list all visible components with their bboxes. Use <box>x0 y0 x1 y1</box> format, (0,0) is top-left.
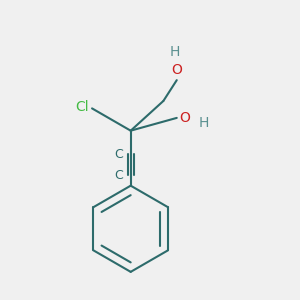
Text: O: O <box>180 111 190 125</box>
Text: C: C <box>115 169 123 182</box>
Text: H: H <box>170 45 181 59</box>
Text: H: H <box>198 116 208 130</box>
Text: O: O <box>171 63 182 77</box>
Text: C: C <box>115 148 123 161</box>
Text: Cl: Cl <box>75 100 89 114</box>
